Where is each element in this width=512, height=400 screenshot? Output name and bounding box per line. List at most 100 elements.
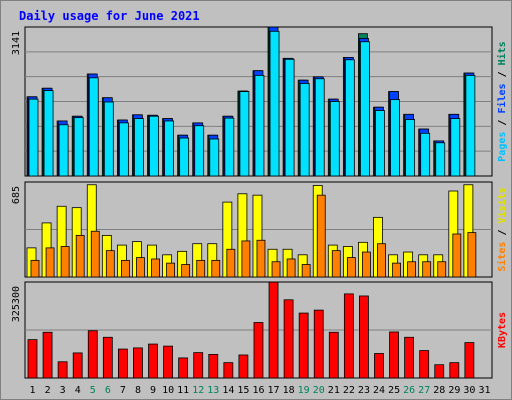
x-tick-label: 17 — [268, 385, 280, 396]
axis-label-segment: / — [497, 223, 508, 241]
x-tick-label: 16 — [252, 385, 264, 396]
sites-bar — [437, 261, 447, 278]
axis-label-segment: KBytes — [497, 312, 508, 348]
x-tick-label: 21 — [328, 385, 340, 396]
sites-bar — [90, 230, 100, 278]
sites-bar — [407, 261, 417, 278]
sites-bar — [301, 264, 311, 278]
x-tick-label: 6 — [105, 385, 111, 396]
pages-bar — [390, 99, 400, 177]
y-max-label: 3141 — [11, 31, 22, 55]
visits-axis-label: Sites / Visits — [496, 187, 508, 271]
x-tick-label: 3 — [60, 385, 66, 396]
kbytes-bar — [404, 336, 415, 379]
pages-bar — [73, 117, 84, 177]
sites-bar — [271, 261, 281, 278]
x-tick-label: 5 — [90, 385, 96, 396]
kbytes-bar — [27, 339, 38, 379]
x-tick-label: 7 — [120, 385, 126, 396]
kbytes-bar — [193, 352, 204, 379]
pages-bar — [103, 101, 114, 177]
sites-bar — [120, 259, 130, 278]
x-tick-label: 12 — [192, 385, 204, 396]
sites-bar — [105, 250, 115, 278]
pages-bar — [209, 138, 220, 177]
x-tick-label: 19 — [298, 385, 310, 396]
sites-bar — [181, 264, 191, 278]
pages-bar — [465, 75, 476, 177]
pages-bar — [149, 115, 159, 177]
pages-bar — [239, 91, 250, 177]
pages-bar — [134, 118, 144, 177]
sites-bar — [316, 194, 326, 278]
pages-bar — [435, 142, 446, 177]
hits-axis-label: Pages / Files / Hits — [496, 41, 508, 161]
x-tick-label: 29 — [448, 385, 460, 396]
kbytes-bar — [343, 293, 354, 379]
sites-bar — [30, 259, 40, 278]
axis-label-segment: Hits — [496, 41, 508, 65]
axis-label-segment: Pages — [497, 132, 508, 162]
x-tick-label: 8 — [135, 385, 141, 396]
pages-bar — [58, 124, 69, 177]
pages-bar — [43, 90, 54, 177]
pages-bar — [450, 118, 461, 177]
x-tick-label: 11 — [177, 385, 189, 396]
sites-bar — [45, 247, 55, 278]
pages-bar — [194, 125, 205, 177]
pages-bar — [344, 59, 355, 177]
kbytes-axis-label: KBytes — [497, 312, 508, 348]
chart-title: Daily usage for June 2021 — [19, 9, 200, 23]
sites-bar — [286, 258, 296, 278]
kbytes-bar — [102, 336, 113, 379]
kbytes-bar — [374, 353, 384, 379]
x-tick-label: 30 — [463, 385, 475, 396]
sites-bar — [362, 251, 371, 278]
pages-bar — [254, 75, 265, 177]
pages-bar — [329, 101, 340, 177]
x-tick-label: 31 — [478, 385, 490, 396]
sites-bar — [241, 240, 251, 278]
kbytes-bar — [464, 342, 475, 379]
kbytes-bar — [208, 353, 219, 379]
kbytes-bar — [163, 345, 173, 379]
kbytes-bar — [57, 361, 68, 379]
kbytes-bar — [253, 322, 264, 379]
kbytes-bar — [283, 299, 294, 379]
kbytes-bar — [238, 354, 249, 379]
x-tick-label: 18 — [283, 385, 295, 396]
x-tick-label: 26 — [403, 385, 415, 396]
x-tick-label: 25 — [388, 385, 400, 396]
kbytes-bar — [87, 330, 98, 379]
axis-label-segment: / — [497, 114, 508, 132]
kbytes-bar — [328, 331, 339, 379]
x-tick-label: 20 — [313, 385, 325, 396]
sites-bar — [392, 262, 401, 278]
pages-bar — [299, 83, 310, 177]
kbytes-bar — [313, 309, 324, 379]
sites-bar — [346, 257, 356, 278]
x-tick-label: 13 — [207, 385, 219, 396]
pages-bar — [179, 137, 190, 177]
pages-bar — [360, 41, 370, 177]
sites-bar — [377, 243, 386, 278]
kbytes-bar — [449, 362, 460, 379]
kbytes-bar — [419, 350, 430, 379]
pages-bar — [420, 132, 431, 177]
sites-bar — [467, 232, 477, 278]
pages-bar — [28, 98, 39, 177]
kbytes-bar — [148, 343, 158, 379]
pages-bar — [375, 110, 385, 177]
x-tick-label: 15 — [237, 385, 249, 396]
pages-bar — [269, 30, 280, 177]
sites-bar — [75, 234, 85, 278]
x-tick-label: 2 — [45, 385, 51, 396]
sites-bar — [151, 258, 160, 278]
pages-bar — [118, 122, 129, 177]
pages-bar — [314, 78, 325, 177]
axis-label-segment: Files — [496, 83, 508, 113]
sites-bar — [256, 239, 266, 278]
pages-bar — [164, 120, 174, 177]
